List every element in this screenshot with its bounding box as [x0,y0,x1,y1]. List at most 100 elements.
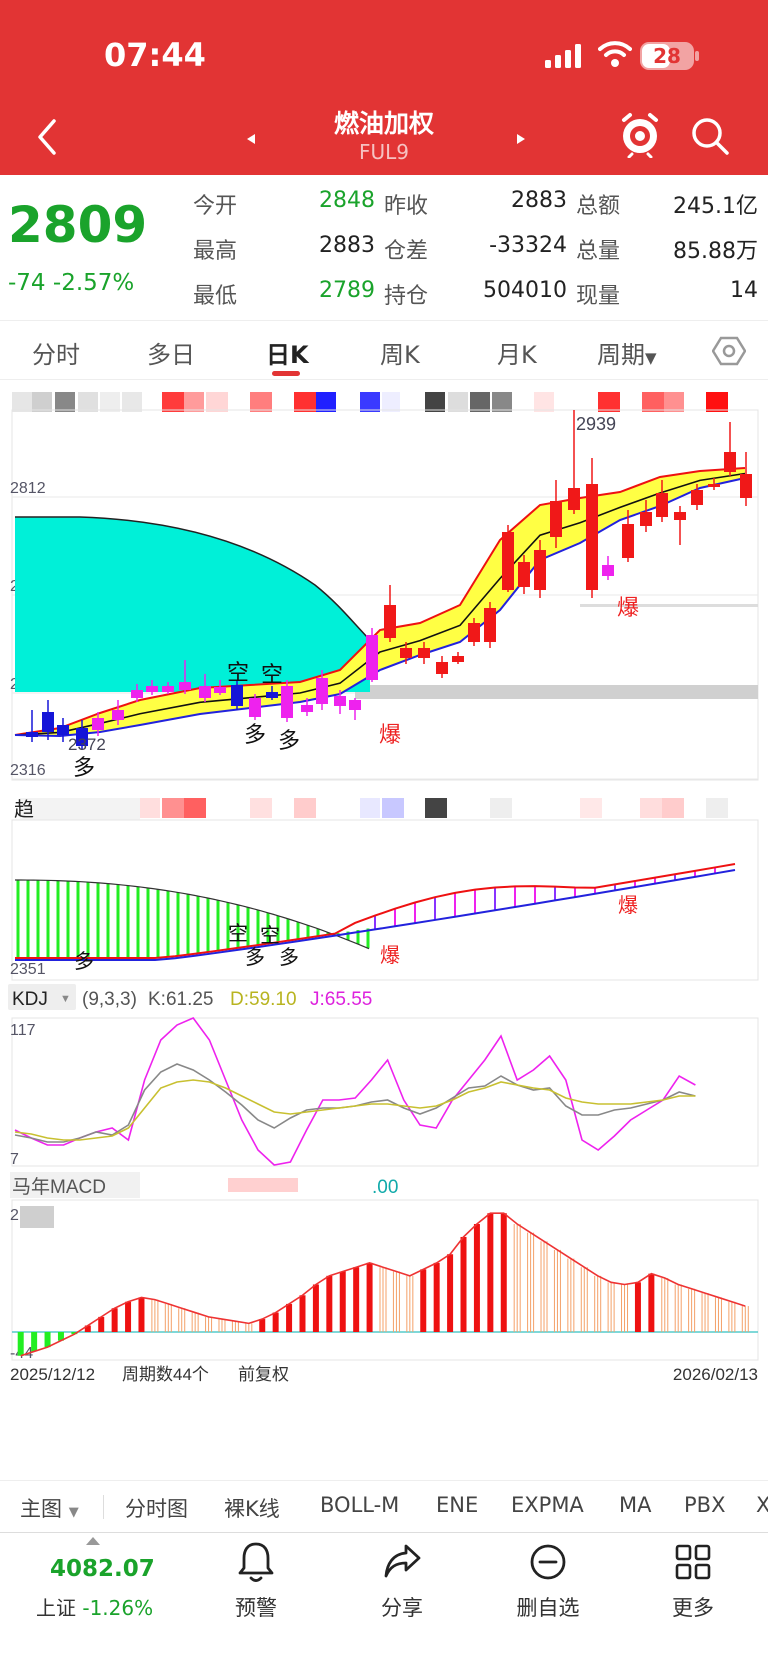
alarm-icon[interactable] [618,112,662,158]
legend-mosaic [360,392,380,412]
macd-bar [111,1308,118,1332]
tab-daily[interactable]: 日K [266,341,309,369]
macd-bar [138,1297,145,1332]
change-percent: -2.57% [52,270,135,296]
high-label: 最高 [193,239,238,264]
candle-body [691,490,703,505]
macd-bar [286,1303,293,1332]
contract-code: FUL9 [358,140,409,164]
search-button[interactable] [690,116,730,156]
candle-body [334,696,346,706]
tab-multiday[interactable]: 多日 [147,341,195,369]
kline-chart[interactable]: 281226472481231629392372空空多多多爆爆 趋2351空空多… [0,380,768,1480]
legend-mosaic [382,392,400,412]
signal-short-label: 空 [261,662,283,687]
index-name[interactable]: 上证 -1.26% [36,1592,153,1621]
signal-long-label: 多 [73,755,95,780]
kdj-panel: KDJ ▼ (9,3,3) K:61.25 D:59.10 J:65.55 117 7 [8,984,759,1168]
quote-panel [0,175,768,317]
legend-mosaic [294,392,316,412]
candle-body [656,493,668,517]
legend-mosaic [360,798,380,818]
indicator-pbx[interactable]: PBX [684,1493,726,1517]
macd-bar [366,1262,373,1332]
candle-body [26,732,38,737]
indicator-ene[interactable]: ENE [436,1493,479,1517]
open-interest-label: 持仓 [384,284,429,309]
legend-mosaic [425,798,447,818]
macd-bar [299,1295,306,1332]
oi-change-label: 仓差 [384,239,429,264]
remove-watchlist-button[interactable]: 删自选 [498,1540,598,1622]
high-price-label: 2939 [576,414,616,434]
legend-mosaic [20,798,140,820]
signal-icon [545,44,581,68]
legend-mosaic [706,798,728,818]
candle-body [484,608,496,642]
candle-body [418,648,430,658]
high-value: 2883 [319,233,375,258]
kdj-frame [11,1017,759,1167]
tab-weekly[interactable]: 周K [380,341,420,369]
indicator-bare-k[interactable]: 裸K线 [224,1497,280,1521]
macd-bar [31,1332,38,1352]
indicator-expma[interactable]: EXPMA [511,1493,584,1517]
legend-mosaic [534,392,554,412]
candle-body [568,488,580,510]
macd-bar [312,1284,319,1332]
indicator-main[interactable]: 主图 ▼ [20,1493,79,1523]
expand-up-icon[interactable] [86,1537,100,1545]
share-label: 分享 [381,1596,423,1620]
legend-mosaic [20,1206,54,1228]
kdj-j-value: J:65.55 [310,989,372,1010]
candle-body [674,512,686,520]
candle-body [57,725,69,735]
indicator-more[interactable]: X [756,1493,768,1517]
candle-body [400,648,412,658]
legend-mosaic [250,798,272,818]
signal-burst-label: 爆 [617,595,639,620]
index-value[interactable]: 4082.07 [50,1556,155,1582]
kdj-bottom-label: 7 [10,1151,19,1168]
legend-mosaic [78,392,98,412]
candle-body [384,605,396,638]
volume-value: 85.88万 [673,239,758,264]
more-button[interactable]: 更多 [643,1540,743,1622]
back-button[interactable] [30,115,66,159]
bell-icon [238,1542,274,1582]
legend-mosaic [228,1178,298,1192]
candle-body [92,718,104,730]
period-count-label: 周期数44个 [122,1365,209,1384]
volume-label: 总量 [576,239,621,264]
alert-button[interactable]: 预警 [206,1540,306,1622]
indicator-intraday[interactable]: 分时图 [125,1497,188,1521]
kdj-selector [8,984,76,1010]
low-price-label: 2372 [68,735,106,754]
period-tabs: 分时 多日 日K 周K 月K 周期▼ [0,320,768,380]
candle-body [199,686,211,698]
change-value: -74 [8,270,46,296]
indicator-main-label: 主图 [20,1497,62,1521]
macd-top-label: 2 [10,1207,19,1224]
indicator-ma[interactable]: MA [619,1493,652,1517]
legend-mosaic [250,392,272,412]
tab-intraday[interactable]: 分时 [32,341,80,369]
legend-mosaic [32,392,52,412]
support-band [580,604,758,607]
active-tab-indicator [272,371,300,376]
indicator-boll-m[interactable]: BOLL-M [320,1493,400,1517]
price-change: -74 -2.57% [8,270,134,296]
macd-bar [634,1282,641,1332]
candle-body [586,484,598,590]
tab-period[interactable]: 周期▼ [597,335,657,370]
candle-body [301,705,313,712]
more-label: 更多 [672,1596,714,1620]
middle-line [14,472,746,736]
macd-bar [648,1273,655,1332]
share-button[interactable]: 分享 [352,1540,452,1622]
tab-monthly[interactable]: 月K [497,341,537,369]
next-contract-button[interactable] [514,132,528,146]
prev-contract-button[interactable] [244,132,258,146]
settings-hexagon-icon[interactable] [712,336,746,366]
